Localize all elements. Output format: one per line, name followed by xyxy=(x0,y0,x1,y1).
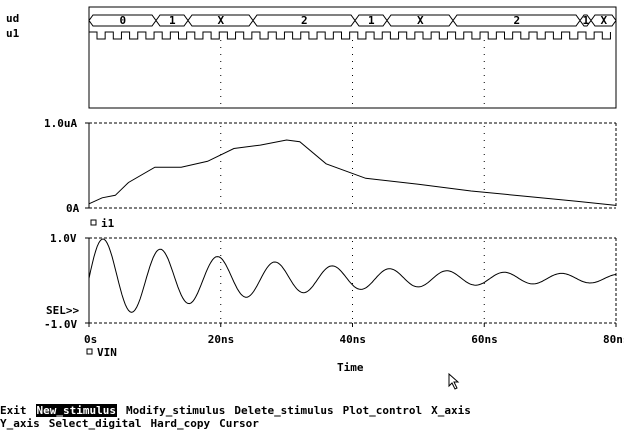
menu-item-delete-stimulus[interactable]: Delete_stimulus xyxy=(234,404,334,417)
digital-plot-frame xyxy=(88,6,617,109)
menu-item-x-axis[interactable]: X_axis xyxy=(431,404,471,417)
x-tick-label: 0s xyxy=(84,333,97,346)
bus-value-label: 2 xyxy=(301,14,308,27)
legend-label-i1: i1 xyxy=(101,217,115,230)
menu-item-exit[interactable]: Exit xyxy=(0,404,27,417)
x-tick-label: 60ns xyxy=(471,333,498,346)
clock-waveform xyxy=(89,31,611,40)
voltage-trace-vin xyxy=(88,238,617,313)
bus-value-label: 0 xyxy=(120,14,127,27)
signal-label-u1: u1 xyxy=(6,27,20,40)
x-axis-ticks: 0s 20ns 40ns 60ns 80ns xyxy=(84,323,624,346)
selected-plot-marker: SEL>> xyxy=(46,304,79,317)
current-plot-frame xyxy=(85,122,617,209)
menu-item-new-stimulus[interactable]: New_stimulus xyxy=(35,404,117,417)
menu-item-modify-stimulus[interactable]: Modify_stimulus xyxy=(125,404,226,417)
legend-label-vin: VIN xyxy=(97,346,117,359)
menu-item-plot-control[interactable]: Plot_control xyxy=(342,404,423,417)
menu-item-y-axis[interactable]: Y_axis xyxy=(0,417,40,430)
current-y-bottom-label: 0A xyxy=(66,202,80,215)
voltage-plot-frame xyxy=(85,237,617,324)
legend-marker-vin xyxy=(86,348,93,355)
digital-gridlines xyxy=(220,40,485,107)
bus-value-label: 1 xyxy=(583,14,590,27)
x-tick-label: 20ns xyxy=(208,333,235,346)
x-axis-label: Time xyxy=(337,361,364,374)
voltage-y-bottom-label: -1.0V xyxy=(44,318,77,331)
bus-value-label: X xyxy=(218,14,225,27)
command-menu-line-2: Y_axis Select_digital Hard_copy Cursor xyxy=(0,417,268,430)
bus-value-label: X xyxy=(417,14,424,27)
command-menu-line-1: Exit New_stimulus Modify_stimulus Delete_st… xyxy=(0,404,480,417)
menu-item-select-digital[interactable]: Select_digital xyxy=(48,417,142,430)
x-tick-label: 80ns xyxy=(603,333,624,346)
legend-marker-i1 xyxy=(90,219,97,226)
bus-segment xyxy=(590,14,617,27)
mouse-pointer-icon xyxy=(448,372,460,390)
signal-label-ud: ud xyxy=(6,12,19,25)
x-tick-label: 40ns xyxy=(340,333,367,346)
digital-waveform-u1 xyxy=(89,31,611,40)
current-y-top-label: 1.0uA xyxy=(44,117,77,130)
bus-value-label: 1 xyxy=(169,14,176,27)
current-trace-i1 xyxy=(88,139,617,206)
voltage-y-top-label: 1.0V xyxy=(50,232,77,245)
bus-value-label: X xyxy=(601,14,608,27)
menu-item-hard-copy[interactable]: Hard_copy xyxy=(150,417,211,430)
menu-item-cursor[interactable]: Cursor xyxy=(219,417,259,430)
bus-value-label: 1 xyxy=(368,14,375,27)
bus-value-label: 2 xyxy=(514,14,521,27)
